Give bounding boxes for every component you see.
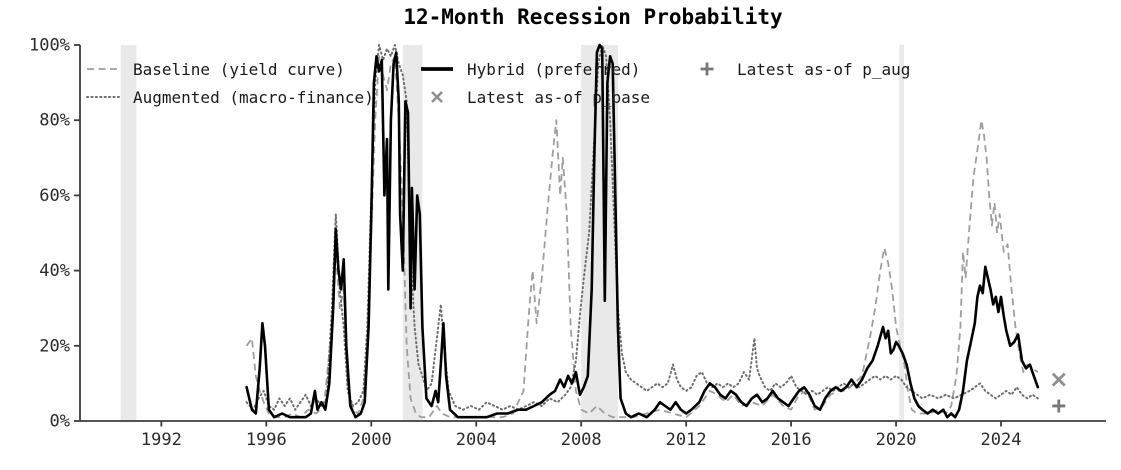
x-tick-label: 2024 [981, 430, 1022, 450]
legend-label: Latest as-of p_base [467, 87, 651, 107]
dashed-line-sample-icon [87, 68, 119, 70]
x-tick-label: 1992 [141, 430, 182, 450]
x-tick-label: 2020 [876, 430, 917, 450]
chart-title: 12-Month Recession Probability [403, 5, 783, 29]
solid-series-line [245, 43, 1040, 419]
latest-p-aug-marker [1052, 399, 1066, 413]
legend-item-baseline: Baseline (yield curve) [86, 59, 345, 79]
x-tick-label: 2008 [561, 430, 602, 450]
recession-band [899, 45, 904, 421]
x-marker-icon [431, 91, 443, 103]
legend-label: Augmented (macro-finance) [133, 87, 374, 107]
x-tick-label: 2012 [666, 430, 707, 450]
legend-label: Latest as-of p_aug [737, 59, 911, 79]
y-tick-label: 80% [39, 111, 70, 131]
x-tick-label: 2004 [456, 430, 497, 450]
y-tick-label: 20% [39, 336, 70, 356]
legend-item-hybrid: Hybrid (preferred) [420, 59, 640, 79]
plus-marker-icon [700, 62, 714, 76]
solid-line-sample-icon [421, 67, 453, 71]
legend-label: Baseline (yield curve) [133, 59, 345, 79]
y-tick-label: 60% [39, 186, 70, 206]
recession-band [120, 45, 137, 421]
dotted-line-sample-icon [86, 96, 120, 98]
legend-item-latest-p-base: Latest as-of p_base [420, 87, 650, 107]
y-tick-label: 40% [39, 261, 70, 281]
legend-item-augmented: Augmented (macro-finance) [86, 87, 374, 107]
latest-p-base-marker [1051, 372, 1066, 387]
x-tick-label: 2000 [351, 430, 392, 450]
x-tick-label: 1996 [246, 430, 287, 450]
legend-item-latest-p-aug: Latest as-of p_aug [690, 59, 910, 79]
y-tick-label: 0% [50, 412, 70, 432]
x-tick-label: 2016 [771, 430, 812, 450]
legend-label: Hybrid (preferred) [467, 59, 641, 79]
y-tick-label: 100% [29, 36, 70, 56]
